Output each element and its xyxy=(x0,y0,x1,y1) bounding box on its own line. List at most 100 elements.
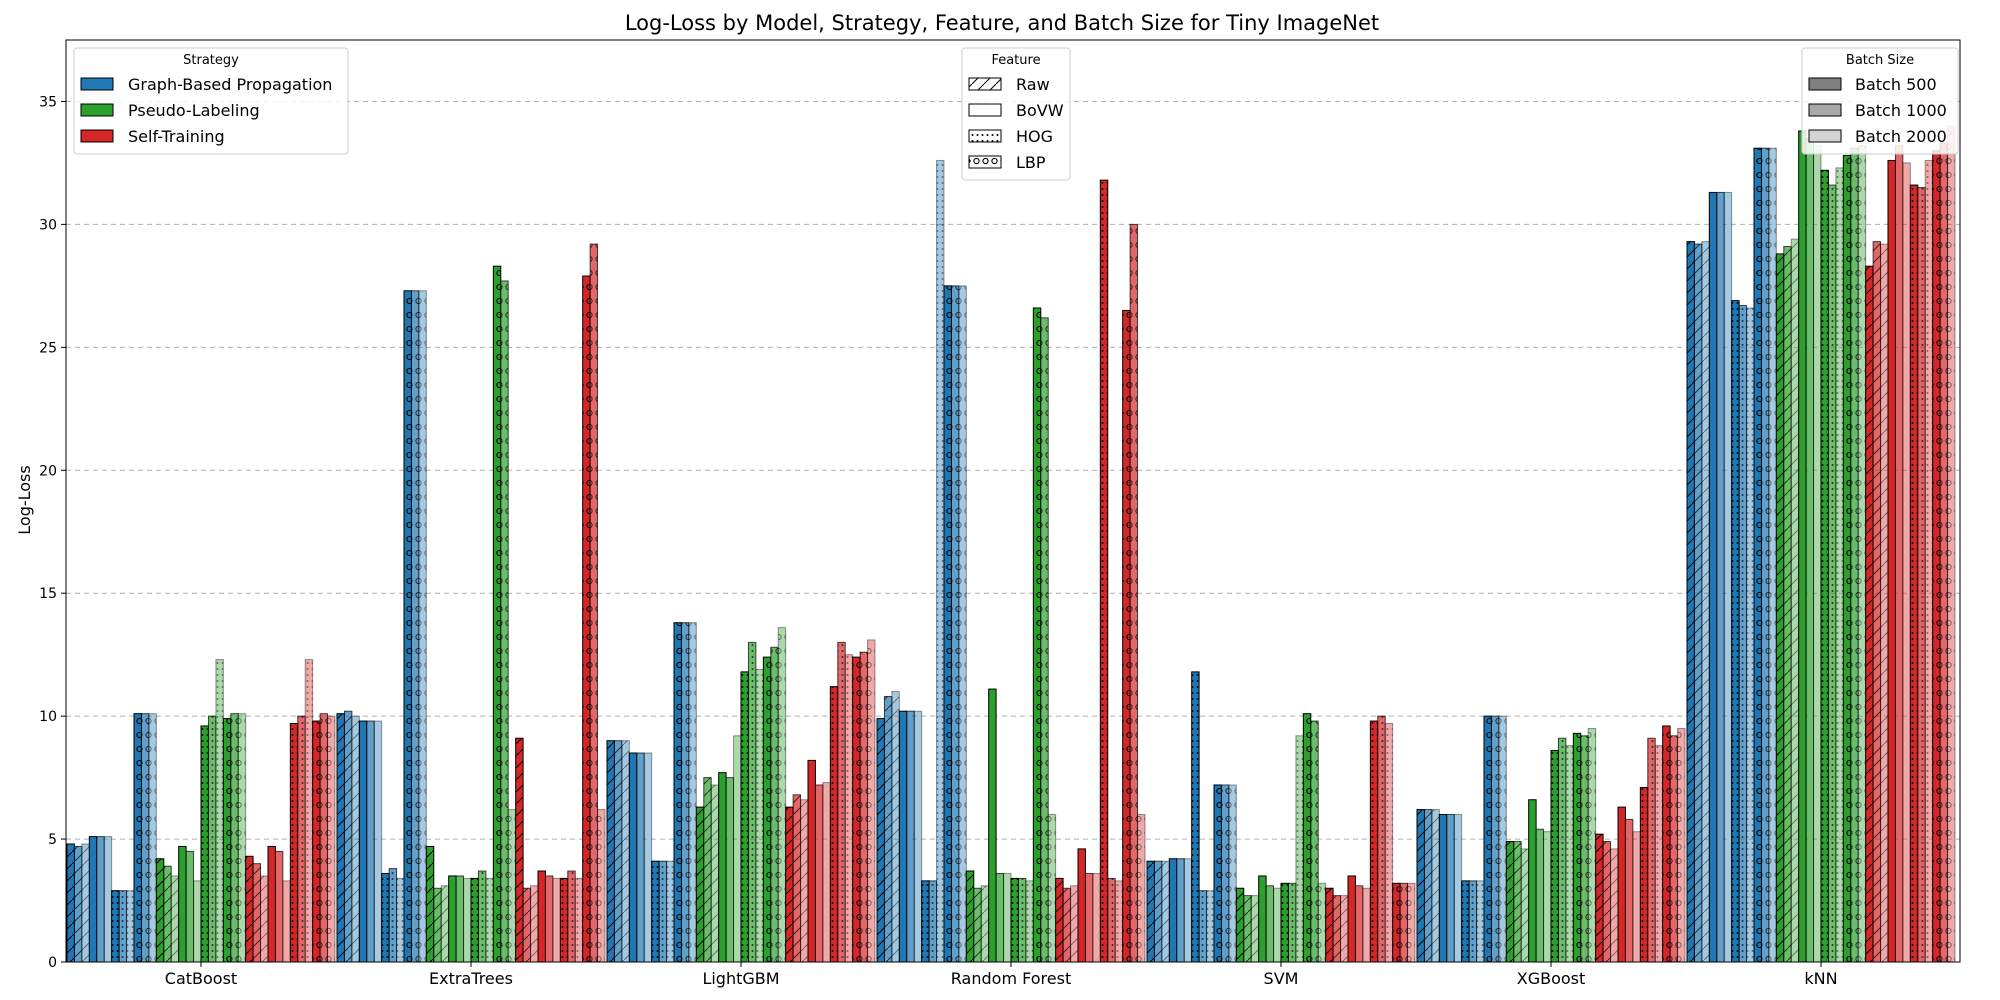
bar-lightgbm-graph-based-propagation-raw-batch-1000 xyxy=(614,741,621,962)
bar-extratrees-self-training-bovw-batch-2000 xyxy=(553,878,560,962)
bar-random-forest-graph-based-propagation-raw-batch-2000 xyxy=(892,692,899,962)
bar-catboost-graph-based-propagation-raw-batch-2000 xyxy=(82,844,89,962)
bar-lightgbm-pseudo-labeling-lbp-batch-2000 xyxy=(778,628,785,962)
bar-knn-self-training-hog-batch-2000 xyxy=(1925,160,1932,962)
bar-knn-self-training-bovw-batch-2000 xyxy=(1903,163,1910,962)
bar-catboost-self-training-raw-batch-1000 xyxy=(253,864,260,962)
bar-svm-pseudo-labeling-bovw-batch-500 xyxy=(1259,876,1266,962)
bar-knn-self-training-hog-batch-1000 xyxy=(1918,188,1925,962)
bar-extratrees-self-training-raw-batch-2000 xyxy=(531,886,538,962)
bar-xgboost-self-training-hog-batch-2000 xyxy=(1655,746,1662,962)
bar-svm-graph-based-propagation-hog-batch-500 xyxy=(1192,672,1199,962)
bar-random-forest-self-training-bovw-batch-2000 xyxy=(1093,873,1100,962)
bar-random-forest-graph-based-propagation-bovw-batch-500 xyxy=(899,711,906,962)
bar-extratrees-graph-based-propagation-lbp-batch-500 xyxy=(404,291,411,962)
bar-catboost-pseudo-labeling-raw-batch-1000 xyxy=(164,866,171,962)
bar-svm-graph-based-propagation-raw-batch-1000 xyxy=(1154,861,1161,962)
bar-knn-graph-based-propagation-hog-batch-500 xyxy=(1732,301,1739,962)
bar-knn-self-training-raw-batch-2000 xyxy=(1881,244,1888,962)
bar-xgboost-self-training-bovw-batch-2000 xyxy=(1633,832,1640,962)
bar-lightgbm-graph-based-propagation-hog-batch-1000 xyxy=(659,861,666,962)
bar-random-forest-graph-based-propagation-raw-batch-1000 xyxy=(884,696,891,962)
bar-knn-pseudo-labeling-bovw-batch-1000 xyxy=(1806,138,1813,962)
bar-extratrees-pseudo-labeling-bovw-batch-1000 xyxy=(456,876,463,962)
x-tick-label-extratrees: ExtraTrees xyxy=(429,969,513,988)
bar-xgboost-self-training-raw-batch-500 xyxy=(1596,834,1603,962)
bar-random-forest-pseudo-labeling-bovw-batch-500 xyxy=(989,689,996,962)
bar-catboost-graph-based-propagation-bovw-batch-1000 xyxy=(97,837,104,962)
bar-extratrees-self-training-lbp-batch-1000 xyxy=(590,244,597,962)
bar-lightgbm-pseudo-labeling-lbp-batch-500 xyxy=(763,657,770,962)
bar-lightgbm-self-training-raw-batch-1000 xyxy=(793,795,800,962)
bar-xgboost-self-training-hog-batch-1000 xyxy=(1648,738,1655,962)
bar-catboost-pseudo-labeling-hog-batch-500 xyxy=(201,726,208,962)
bar-svm-pseudo-labeling-hog-batch-2000 xyxy=(1296,736,1303,962)
bar-xgboost-graph-based-propagation-raw-batch-2000 xyxy=(1432,810,1439,962)
bar-lightgbm-pseudo-labeling-hog-batch-1000 xyxy=(748,642,755,962)
bar-lightgbm-graph-based-propagation-raw-batch-500 xyxy=(607,741,614,962)
bar-lightgbm-self-training-lbp-batch-500 xyxy=(853,657,860,962)
legend-label-bovw: BoVW xyxy=(1016,101,1064,120)
bar-catboost-self-training-hog-batch-2000 xyxy=(305,660,312,962)
bar-knn-self-training-lbp-batch-500 xyxy=(1933,151,1940,962)
bar-svm-graph-based-propagation-bovw-batch-1000 xyxy=(1177,859,1184,962)
bar-xgboost-pseudo-labeling-raw-batch-1000 xyxy=(1514,842,1521,962)
bar-svm-graph-based-propagation-raw-batch-500 xyxy=(1147,861,1154,962)
bar-lightgbm-pseudo-labeling-bovw-batch-2000 xyxy=(734,736,741,962)
bar-catboost-self-training-lbp-batch-1000 xyxy=(320,714,327,962)
bar-xgboost-graph-based-propagation-raw-batch-500 xyxy=(1417,810,1424,962)
bar-svm-self-training-hog-batch-1000 xyxy=(1378,716,1385,962)
y-tick-label-0: 0 xyxy=(48,955,57,971)
bar-extratrees-graph-based-propagation-raw-batch-2000 xyxy=(352,716,359,962)
legend-strategy-title: Strategy xyxy=(183,53,239,68)
bar-knn-graph-based-propagation-lbp-batch-500 xyxy=(1754,148,1761,962)
bar-xgboost-pseudo-labeling-raw-batch-500 xyxy=(1506,842,1513,962)
bar-random-forest-pseudo-labeling-hog-batch-1000 xyxy=(1018,878,1025,962)
bar-xgboost-pseudo-labeling-raw-batch-2000 xyxy=(1521,849,1528,962)
bar-svm-pseudo-labeling-raw-batch-1000 xyxy=(1244,896,1251,962)
bar-extratrees-pseudo-labeling-raw-batch-2000 xyxy=(441,886,448,962)
bar-xgboost-graph-based-propagation-raw-batch-1000 xyxy=(1424,810,1431,962)
bar-svm-self-training-lbp-batch-2000 xyxy=(1408,883,1415,962)
bar-extratrees-self-training-lbp-batch-500 xyxy=(583,276,590,962)
bar-xgboost-graph-based-propagation-lbp-batch-1000 xyxy=(1491,716,1498,962)
x-tick-label-svm: SVM xyxy=(1264,969,1299,988)
bar-xgboost-pseudo-labeling-bovw-batch-2000 xyxy=(1544,832,1551,962)
legend-swatch-batch-500 xyxy=(1809,78,1841,90)
bar-xgboost-graph-based-propagation-bovw-batch-1000 xyxy=(1447,814,1454,962)
bar-random-forest-graph-based-propagation-hog-batch-500 xyxy=(922,881,929,962)
bar-catboost-self-training-bovw-batch-1000 xyxy=(275,851,282,962)
bar-catboost-graph-based-propagation-lbp-batch-1000 xyxy=(141,714,148,962)
bar-extratrees-graph-based-propagation-hog-batch-1000 xyxy=(389,869,396,962)
legend-label-graph-based-propagation: Graph-Based Propagation xyxy=(128,75,332,94)
bar-svm-graph-based-propagation-hog-batch-2000 xyxy=(1207,891,1214,962)
bar-random-forest-self-training-lbp-batch-500 xyxy=(1123,310,1130,962)
bar-lightgbm-self-training-lbp-batch-1000 xyxy=(860,652,867,962)
bar-svm-self-training-raw-batch-2000 xyxy=(1341,896,1348,962)
bar-lightgbm-pseudo-labeling-hog-batch-500 xyxy=(741,672,748,962)
bar-xgboost-pseudo-labeling-lbp-batch-500 xyxy=(1573,733,1580,962)
bar-knn-self-training-lbp-batch-2000 xyxy=(1948,126,1955,962)
bar-random-forest-pseudo-labeling-hog-batch-500 xyxy=(1011,878,1018,962)
legend-feature-title: Feature xyxy=(991,53,1040,68)
bar-xgboost-graph-based-propagation-lbp-batch-2000 xyxy=(1499,716,1506,962)
bar-catboost-self-training-lbp-batch-500 xyxy=(313,721,320,962)
bar-catboost-pseudo-labeling-lbp-batch-1000 xyxy=(231,714,238,962)
bar-random-forest-self-training-hog-batch-2000 xyxy=(1115,881,1122,962)
bar-random-forest-graph-based-propagation-raw-batch-500 xyxy=(877,719,884,962)
bar-lightgbm-pseudo-labeling-bovw-batch-1000 xyxy=(726,778,733,962)
bar-knn-graph-based-propagation-lbp-batch-2000 xyxy=(1769,148,1776,962)
legend-swatch-lbp xyxy=(969,156,1001,168)
bar-svm-self-training-raw-batch-500 xyxy=(1326,888,1333,962)
y-tick-label-35: 35 xyxy=(39,94,57,110)
bar-random-forest-self-training-raw-batch-500 xyxy=(1056,878,1063,962)
legend-batch-size: Batch Size Batch 500 Batch 1000 Batch 20… xyxy=(1802,48,1958,154)
bar-catboost-self-training-raw-batch-2000 xyxy=(261,876,268,962)
bar-random-forest-graph-based-propagation-hog-batch-1000 xyxy=(929,881,936,962)
x-tick-label-random-forest: Random Forest xyxy=(951,969,1071,988)
bar-catboost-pseudo-labeling-bovw-batch-1000 xyxy=(186,851,193,962)
bar-random-forest-graph-based-propagation-lbp-batch-500 xyxy=(944,286,951,962)
bar-xgboost-graph-based-propagation-hog-batch-2000 xyxy=(1477,881,1484,962)
bar-extratrees-pseudo-labeling-lbp-batch-2000 xyxy=(508,810,515,962)
bar-xgboost-pseudo-labeling-hog-batch-2000 xyxy=(1566,746,1573,962)
